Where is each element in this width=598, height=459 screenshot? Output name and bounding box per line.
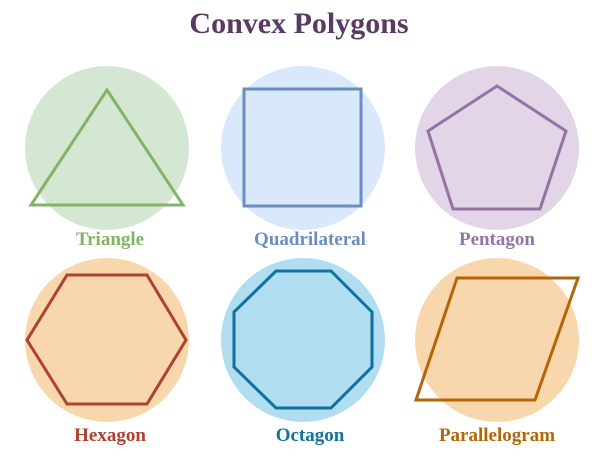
triangle-label: Triangle [76, 229, 144, 250]
triangle-shape [28, 87, 186, 207]
quadrilateral-shape [242, 87, 363, 208]
page-title: Convex Polygons [189, 7, 409, 40]
triangle-group: Triangle [25, 66, 189, 250]
octagon-label: Octagon [276, 425, 345, 446]
parallelogram-shape [413, 276, 581, 402]
pentagon-label: Pentagon [459, 229, 535, 250]
hexagon-label: Hexagon [74, 425, 146, 446]
pentagon-shape [426, 84, 568, 211]
hexagon-backdrop-circle [25, 258, 189, 422]
octagon-shape [232, 269, 374, 410]
quadrilateral-group: Quadrilateral [221, 66, 385, 250]
pentagon-backdrop-circle [415, 66, 579, 230]
pentagon-group: Pentagon [415, 66, 579, 250]
triangle-backdrop-circle [25, 66, 189, 230]
parallelogram-group: Parallelogram [413, 258, 581, 446]
parallelogram-label: Parallelogram [439, 425, 555, 446]
quadrilateral-label: Quadrilateral [254, 229, 366, 250]
parallelogram-backdrop-circle [415, 258, 579, 422]
octagon-group: Octagon [221, 258, 385, 446]
hexagon-group: Hexagon [25, 258, 189, 446]
octagon-backdrop-circle [221, 258, 385, 422]
hexagon-shape [25, 273, 188, 406]
